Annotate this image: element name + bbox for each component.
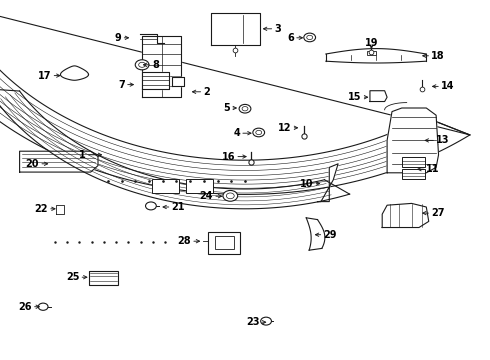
Polygon shape [0, 0, 470, 194]
Polygon shape [20, 151, 98, 172]
Polygon shape [56, 205, 64, 214]
Circle shape [242, 107, 248, 111]
Text: 11: 11 [426, 164, 440, 174]
Text: 1: 1 [79, 150, 86, 160]
Bar [89, 271, 118, 285]
Text: 14: 14 [441, 81, 455, 91]
Circle shape [239, 104, 251, 113]
Text: 7: 7 [118, 80, 125, 90]
Text: 22: 22 [34, 204, 48, 214]
Bar [186, 179, 213, 193]
Text: 3: 3 [274, 24, 281, 34]
Polygon shape [370, 91, 387, 102]
Polygon shape [306, 218, 325, 250]
Polygon shape [142, 72, 169, 89]
Polygon shape [387, 108, 439, 173]
Text: 19: 19 [365, 38, 378, 48]
Bar [367, 51, 376, 55]
Text: 17: 17 [38, 71, 51, 81]
Polygon shape [60, 66, 89, 80]
Circle shape [253, 128, 265, 137]
Circle shape [38, 303, 48, 310]
Circle shape [223, 190, 238, 201]
Text: 27: 27 [431, 208, 445, 218]
Polygon shape [0, 89, 350, 209]
Polygon shape [318, 164, 338, 202]
Bar [215, 236, 234, 249]
Text: 18: 18 [431, 51, 445, 61]
Circle shape [307, 35, 313, 40]
Text: 13: 13 [436, 135, 450, 145]
Polygon shape [211, 13, 260, 45]
Circle shape [146, 202, 156, 210]
Bar [402, 157, 425, 167]
Text: 9: 9 [115, 33, 122, 43]
Text: 10: 10 [300, 179, 314, 189]
Text: 24: 24 [199, 191, 213, 201]
Text: 4: 4 [233, 128, 240, 138]
Text: 29: 29 [323, 230, 337, 240]
Text: 16: 16 [221, 152, 235, 162]
Bar [208, 232, 240, 254]
Circle shape [261, 317, 271, 325]
Text: 6: 6 [287, 33, 294, 43]
Text: 5: 5 [223, 103, 230, 113]
Bar [402, 169, 425, 179]
Text: 25: 25 [66, 272, 79, 282]
Text: 26: 26 [18, 302, 32, 312]
Circle shape [226, 193, 234, 199]
Bar [152, 179, 179, 193]
Circle shape [256, 130, 262, 135]
Polygon shape [172, 77, 184, 86]
Text: 12: 12 [278, 123, 292, 133]
Circle shape [135, 60, 149, 70]
Polygon shape [326, 49, 426, 63]
Text: 2: 2 [203, 87, 210, 97]
Text: 21: 21 [172, 202, 185, 212]
Text: 28: 28 [177, 236, 191, 246]
Polygon shape [142, 36, 181, 97]
Text: 23: 23 [246, 317, 260, 327]
Circle shape [304, 33, 316, 42]
Text: 15: 15 [348, 92, 362, 102]
Text: 20: 20 [25, 159, 39, 169]
Circle shape [139, 62, 146, 67]
Text: 8: 8 [152, 60, 159, 70]
Polygon shape [382, 203, 429, 228]
